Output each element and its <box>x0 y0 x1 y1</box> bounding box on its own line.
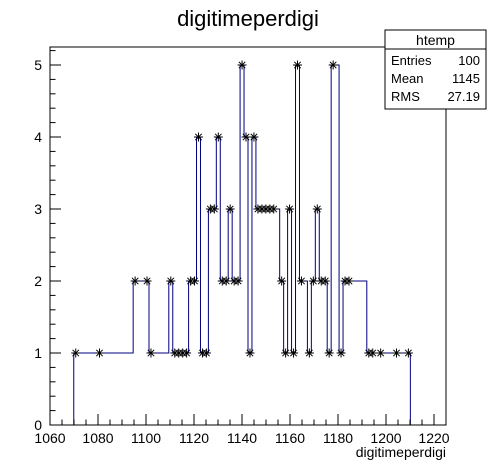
data-point <box>233 276 243 286</box>
data-point <box>130 276 140 286</box>
y-axis: 0 1 2 3 4 5 <box>34 50 61 433</box>
data-point <box>293 60 302 70</box>
stats-mean-value: 1145 <box>452 71 480 86</box>
x-tick-label: 1140 <box>227 430 257 446</box>
data-point <box>308 276 318 286</box>
y-tick-label: 0 <box>34 417 42 433</box>
x-tick-label: 1160 <box>275 430 305 446</box>
stats-rms-value: 27.19 <box>447 89 480 104</box>
y-tick-label: 3 <box>34 201 42 217</box>
data-point <box>95 348 104 358</box>
data-point <box>249 132 259 142</box>
data-point <box>403 348 413 358</box>
data-point <box>296 276 306 286</box>
data-point <box>269 204 279 214</box>
x-tick-label: 1100 <box>131 430 161 446</box>
data-point <box>289 348 299 358</box>
data-point <box>237 60 247 70</box>
x-tick-label: 1220 <box>418 430 449 446</box>
x-tick-label: 1180 <box>323 430 353 446</box>
stats-rms-label: RMS <box>391 89 420 104</box>
chart-title: digitimeperdigi <box>177 6 319 31</box>
data-point <box>146 348 156 358</box>
data-point <box>221 276 231 286</box>
stats-box: htemp Entries 100 Mean 1145 RMS 27.19 <box>384 29 487 110</box>
y-tick-label: 4 <box>34 129 42 145</box>
data-point <box>368 348 378 358</box>
data-point <box>245 348 255 358</box>
data-point <box>201 348 211 358</box>
data-point <box>344 276 354 286</box>
data-point <box>281 348 291 358</box>
data-point <box>336 348 346 358</box>
data-point <box>328 60 338 70</box>
data-point <box>71 348 81 358</box>
data-point <box>225 204 235 214</box>
data-point <box>241 132 251 142</box>
data-point <box>142 276 152 286</box>
stats-box-frame <box>384 29 487 110</box>
y-tick-label: 2 <box>34 273 42 289</box>
data-point <box>324 348 334 358</box>
stats-entries-label: Entries <box>391 53 432 68</box>
data-point <box>213 132 223 142</box>
plot-frame <box>49 46 447 426</box>
x-tick-label: 1200 <box>370 430 401 446</box>
stats-mean-label: Mean <box>391 71 424 86</box>
x-tick-label: 1060 <box>34 430 65 446</box>
data-point <box>376 348 386 358</box>
data-point <box>285 204 295 214</box>
stats-entries-value: 100 <box>458 53 480 68</box>
data-point <box>277 276 287 286</box>
data-point <box>320 276 330 286</box>
stats-box-title: htemp <box>416 32 455 48</box>
x-axis-label: digitimeperdigi <box>356 444 446 460</box>
data-point <box>392 348 401 358</box>
data-point <box>190 276 200 286</box>
data-point <box>312 204 322 214</box>
y-tick-label: 5 <box>34 57 42 73</box>
y-tick-label: 1 <box>34 345 42 361</box>
data-point <box>209 204 219 214</box>
data-point <box>166 276 176 286</box>
data-point <box>182 348 192 358</box>
x-tick-label: 1080 <box>82 430 113 446</box>
x-axis: 1060 1080 1100 1120 1140 1160 1180 1200 1220 <box>34 414 450 446</box>
marker-layer <box>71 60 413 358</box>
data-point <box>304 348 314 358</box>
data-point <box>194 132 203 142</box>
x-tick-label: 1120 <box>179 430 209 446</box>
